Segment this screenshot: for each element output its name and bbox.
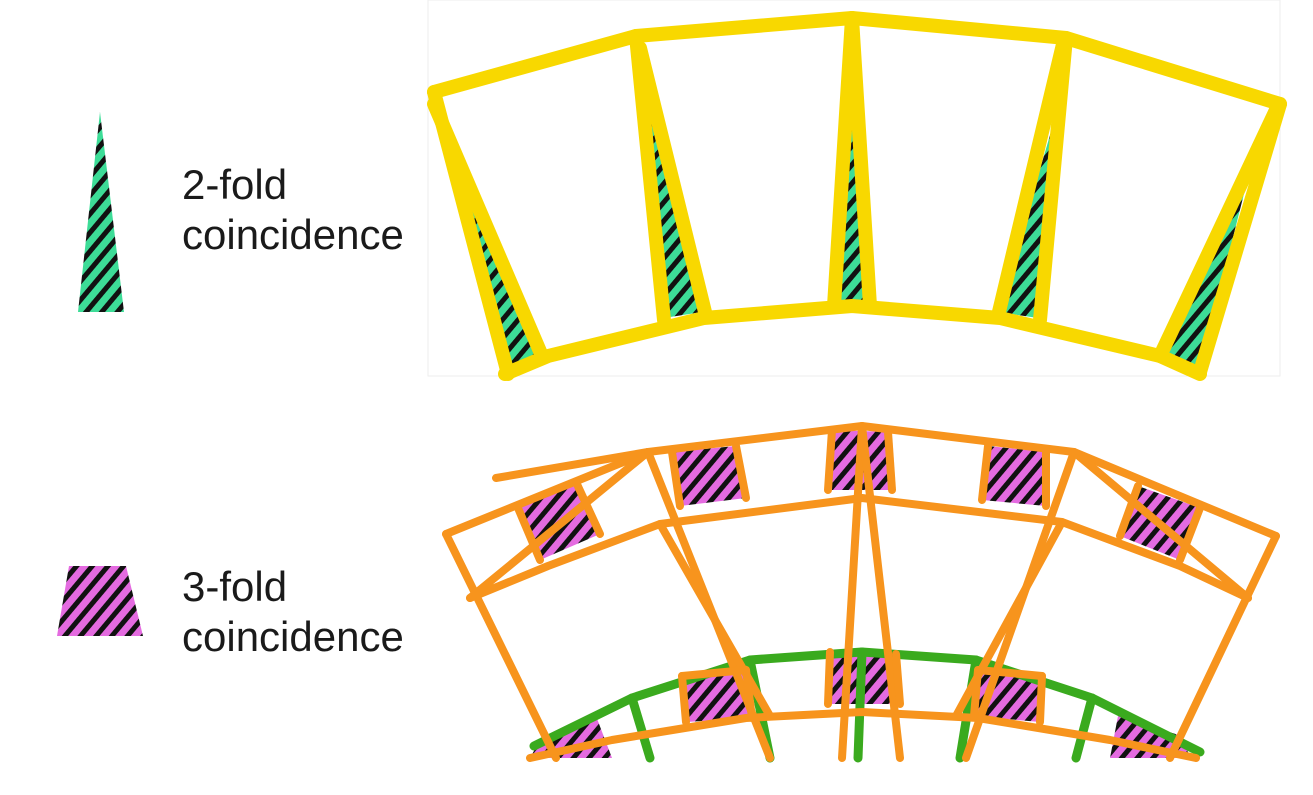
orange-frame-spoke-9 [1166,532,1280,762]
orange-cell-edge-10 [1176,504,1204,564]
green-frame-spoke-5 [1071,693,1097,763]
legend-three-fold-label: 3-fold coincidence [182,562,404,662]
three-fold-overlap-7 [682,670,752,722]
legend-two-fold-swatch [78,112,124,312]
orange-cell-edge-9 [1116,482,1142,540]
orange-cell-edge-12 [742,666,756,722]
orange-cell-edge-11 [678,672,690,726]
orange-cell-edge-5 [824,426,836,494]
orange-frame-spoke-2 [466,448,652,602]
legend-three-fold-line2: coincidence [182,613,404,660]
top-panel [427,0,1287,381]
orange-cell-edge-14 [892,650,904,708]
legend-two-fold-line1: 2-fold [182,161,288,208]
top-frame-spoke-2 [427,97,549,363]
top-frame-spoke-8 [1033,31,1073,327]
orange-cell-edge-17 [678,666,750,680]
orange-cell-edge-1 [514,504,544,564]
orange-cell-edge-3 [668,448,684,510]
legend-three-fold-swatch [57,566,143,636]
three-fold-overlap-4 [982,446,1046,506]
orange-frame-middle-arc-2 [492,448,652,482]
legend-two-fold-label: 2-fold coincidence [182,160,404,260]
legend-two-fold-line2: coincidence [182,211,404,258]
orange-cell-edge-2 [572,478,604,538]
orange-frame-inner-arc [526,708,1200,762]
top-frame-spoke-4 [633,41,713,323]
orange-frame-spoke-5 [838,422,866,762]
top-frame-spoke-6 [845,11,877,313]
top-frame-spoke-7 [991,33,1071,323]
three-fold-overlap-2 [672,446,746,506]
green-frame-spoke-1 [627,693,655,763]
top-frame-spoke-3 [629,29,671,327]
orange-frame-middle-arc-1 [466,494,1252,602]
orange-cell-edge-16 [1036,672,1046,726]
orange-frame-spoke-1 [442,530,560,762]
orange-frame-spoke-10 [1070,448,1252,602]
orange-cell-edge-15 [970,666,982,720]
orange-frame-spoke-6 [858,422,904,762]
bottom-panel [442,422,1280,763]
legend-three-fold-line1: 3-fold [182,563,288,610]
green-frame-spoke-3 [853,647,867,763]
orange-cell-edge-6 [884,428,896,494]
orange-cell-edge-13 [824,648,834,708]
top-frame-spoke-9 [1153,103,1283,363]
orange-cell-edge-4 [732,442,750,502]
top-frame-spoke-10 [1193,97,1287,379]
orange-cell-edge-7 [978,442,992,504]
orange-cell-edge-18 [974,666,1046,680]
